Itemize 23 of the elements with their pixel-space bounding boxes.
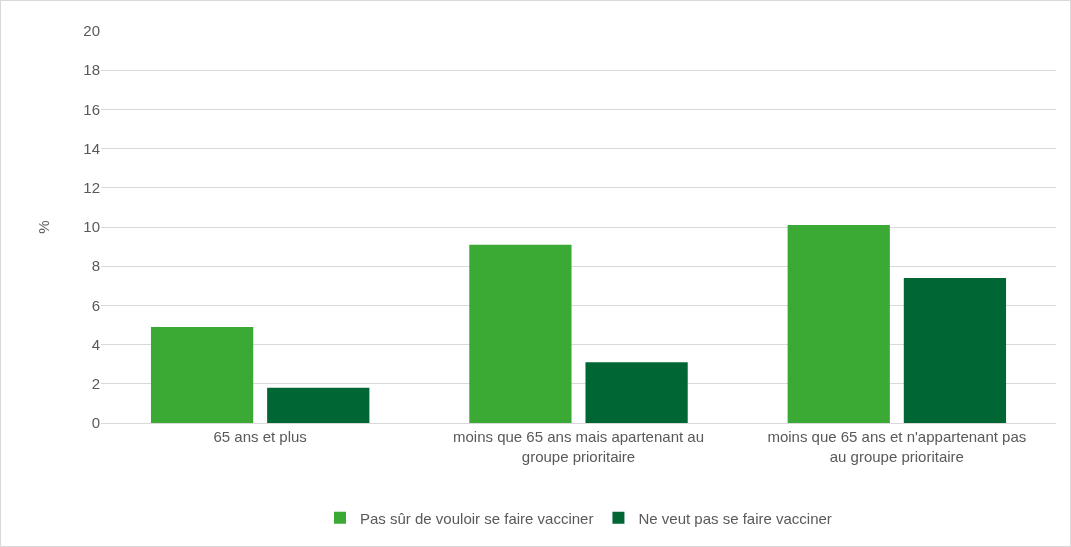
x-tick-label: 65 ans et plus [213,428,307,445]
y-tick-label: 20 [83,22,100,40]
bar [150,326,254,423]
legend-label: Ne veut pas se faire vacciner [638,509,832,527]
y-tick-label: 4 [91,335,100,353]
y-tick-label: 16 [83,100,100,118]
bar [585,362,688,423]
bar [903,277,1007,423]
y-tick-label: 18 [83,61,100,79]
y-tick-label: 14 [83,139,100,157]
x-tick-label: moins que 65 ans et n'appartenant pas au groupe prioritaire [767,428,1027,465]
bar [787,225,890,423]
y-tick-label: 6 [91,296,100,314]
y-tick-label: 12 [83,179,100,197]
legend-label: Pas sûr de vouloir se faire vacciner [360,509,594,527]
x-tick-label: moins que 65 ans mais apartenant au groupe prioritaire [453,428,704,465]
y-axis-title: % [34,220,52,234]
bar [469,244,572,423]
y-tick-label: 10 [83,218,100,236]
y-tick-label: 0 [91,414,100,432]
y-tick-label: 8 [91,257,100,275]
bar [267,387,370,423]
y-tick-label: 2 [91,375,100,393]
